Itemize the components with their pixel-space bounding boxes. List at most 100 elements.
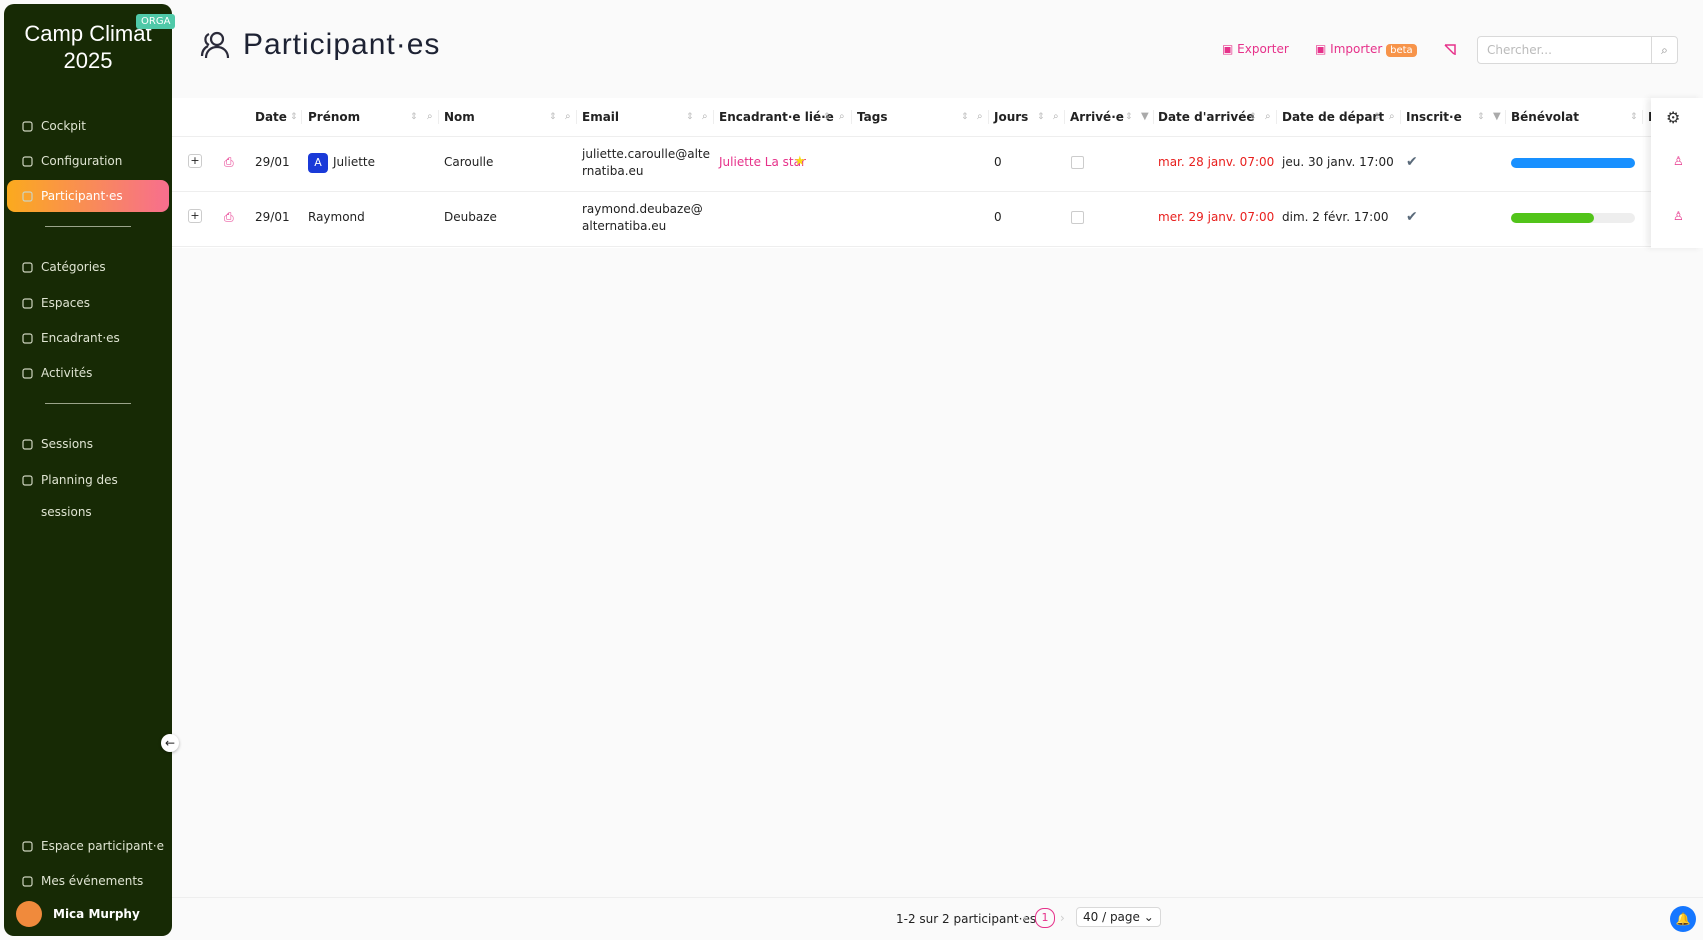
column-divider bbox=[301, 110, 302, 124]
column-header[interactable]: Bénévolat bbox=[1511, 110, 1579, 124]
column-divider bbox=[576, 110, 577, 124]
menu-item[interactable]: Activités bbox=[7, 357, 169, 389]
sort-icon[interactable]: ⇕ bbox=[686, 112, 694, 122]
column-divider bbox=[851, 110, 852, 124]
column-header[interactable]: Date de départ bbox=[1282, 110, 1385, 124]
column-divider bbox=[988, 110, 989, 124]
arrival-date: mar. 28 janv. 07:00 bbox=[1158, 155, 1275, 169]
expand-button[interactable]: + bbox=[188, 154, 202, 168]
menu-label: Configuration bbox=[41, 154, 123, 168]
menu-label: Planning des sessions bbox=[41, 473, 118, 519]
select-icon[interactable] bbox=[1443, 43, 1457, 57]
import-button[interactable]: ▣ Importer beta bbox=[1315, 42, 1417, 57]
sort-icon[interactable]: ⇕ bbox=[961, 112, 969, 122]
menu-item[interactable]: Configuration bbox=[7, 145, 169, 177]
search-input[interactable]: Chercher... bbox=[1477, 36, 1653, 64]
sort-icon[interactable]: ⇕ bbox=[290, 112, 298, 122]
sort-icon[interactable]: ⇕ bbox=[1037, 112, 1045, 122]
search-icon[interactable]: ⌕ bbox=[1265, 111, 1271, 122]
sort-icon[interactable]: ⇕ bbox=[1477, 112, 1485, 122]
departure-date: jeu. 30 janv. 17:00 bbox=[1282, 155, 1394, 169]
sort-icon[interactable]: ⇕ bbox=[410, 112, 418, 122]
sidebar: Camp Climat 2025 ORGA Cockpit Configurati… bbox=[4, 4, 176, 936]
menu-label: Activités bbox=[41, 366, 93, 380]
column-header[interactable]: Date bbox=[255, 110, 287, 124]
beta-badge: beta bbox=[1386, 44, 1417, 57]
sort-icon[interactable]: ⇕ bbox=[1630, 112, 1638, 122]
search-icon[interactable]: ⌕ bbox=[565, 111, 571, 122]
sort-icon[interactable]: ⇕ bbox=[1249, 112, 1257, 122]
menu-label: Catégories bbox=[41, 260, 106, 274]
avatar: A bbox=[308, 153, 328, 173]
checkbox[interactable] bbox=[1071, 211, 1084, 224]
person-icon[interactable]: ♙ bbox=[1673, 154, 1684, 168]
menu-item[interactable]: Participant·es bbox=[7, 180, 169, 212]
column-divider bbox=[713, 110, 714, 124]
arrival-date: mer. 29 janv. 07:00 bbox=[1158, 210, 1275, 224]
user-name[interactable]: Mica Murphy bbox=[53, 907, 140, 921]
expand-button[interactable]: + bbox=[188, 209, 202, 223]
settings-icon[interactable]: ⚙ bbox=[1666, 108, 1681, 127]
menu-item[interactable]: Sessions bbox=[7, 428, 169, 460]
search-icon[interactable]: ⌕ bbox=[977, 111, 983, 122]
column-header[interactable]: Jours bbox=[994, 110, 1029, 124]
sticky-actions: ⚙ ♙ ♙ bbox=[1651, 98, 1703, 248]
registered-check: ✔ bbox=[1406, 209, 1418, 225]
email: raymond.deubaze@alternatiba.eu bbox=[582, 202, 703, 233]
collapse-button[interactable]: ← bbox=[161, 734, 179, 752]
search-icon[interactable]: ⌕ bbox=[1389, 111, 1395, 122]
current-page[interactable]: 1 bbox=[1035, 908, 1055, 928]
notifications[interactable]: 🔔 bbox=[1670, 906, 1696, 932]
column-divider bbox=[1276, 110, 1277, 124]
next-page[interactable]: › bbox=[1060, 911, 1065, 925]
export-label: Exporter bbox=[1237, 42, 1289, 56]
search-icon[interactable]: ⌕ bbox=[839, 111, 845, 122]
pdf-icon[interactable]: ⎙ bbox=[224, 210, 234, 224]
column-header[interactable]: Arrivé·e bbox=[1070, 110, 1124, 124]
export-button[interactable]: ▣ Exporter bbox=[1222, 42, 1289, 56]
filter-icon[interactable]: ▼ bbox=[1141, 111, 1149, 122]
menu-item[interactable]: Espace participant·e bbox=[7, 830, 169, 862]
column-header[interactable]: Nom bbox=[444, 110, 475, 124]
menu-item[interactable]: Encadrant·es bbox=[7, 322, 169, 354]
column-header[interactable]: Tags bbox=[857, 110, 888, 124]
search-button[interactable]: ⌕ bbox=[1651, 36, 1678, 64]
column-header[interactable]: Date d'arrivée bbox=[1158, 110, 1255, 124]
menu-label: Encadrant·es bbox=[41, 331, 120, 345]
sort-icon[interactable]: ⇕ bbox=[549, 112, 557, 122]
person-icon[interactable]: ♙ bbox=[1673, 209, 1684, 223]
user-avatar[interactable] bbox=[16, 901, 42, 927]
table: Date ⇕ Prénom ⇕ ⌕ Nom ⇕ ⌕ Email ⇕ ⌕ Encadrant·e lié… bbox=[172, 98, 1703, 248]
days: 0 bbox=[994, 210, 1002, 224]
sort-icon[interactable]: ⇕ bbox=[1373, 112, 1381, 122]
filter-icon[interactable]: ▼ bbox=[1493, 111, 1501, 122]
column-divider bbox=[438, 110, 439, 124]
menu-label: Mes événements bbox=[41, 874, 144, 888]
menu-item[interactable]: Catégories bbox=[7, 251, 169, 283]
column-header[interactable]: Prénom bbox=[308, 110, 361, 124]
search-icon[interactable]: ⌕ bbox=[1053, 111, 1059, 122]
column-divider bbox=[1505, 110, 1506, 124]
checkbox[interactable] bbox=[1071, 156, 1084, 169]
search-icon[interactable]: ⌕ bbox=[427, 111, 433, 122]
departure-date: dim. 2 févr. 17:00 bbox=[1282, 210, 1389, 224]
column-header[interactable]: Encadrant·e lié·e bbox=[719, 110, 834, 124]
volunteering-track bbox=[1511, 158, 1635, 168]
pdf-icon[interactable]: ⎙ bbox=[224, 155, 234, 169]
sort-icon[interactable]: ⇕ bbox=[823, 112, 831, 122]
menu-item[interactable]: Planning des sessions bbox=[7, 464, 169, 519]
column-header[interactable]: Email bbox=[582, 110, 620, 124]
prev-page[interactable]: ‹ bbox=[1022, 911, 1027, 925]
search-icon[interactable]: ⌕ bbox=[702, 111, 708, 122]
date: 29/01 bbox=[255, 155, 290, 169]
row-divider bbox=[172, 246, 1703, 247]
column-header[interactable]: Inscrit·e bbox=[1406, 110, 1462, 124]
sort-icon[interactable]: ⇕ bbox=[1125, 112, 1133, 122]
menu-item[interactable]: Cockpit bbox=[7, 110, 169, 142]
menu-item[interactable]: Espaces bbox=[7, 287, 169, 319]
import-label: Importer bbox=[1330, 42, 1383, 56]
column-divider bbox=[1064, 110, 1065, 124]
page-size-select[interactable]: 40 / page ⌄ bbox=[1076, 907, 1161, 927]
menu-label: Sessions bbox=[41, 437, 94, 451]
menu-item[interactable]: Mes événements bbox=[7, 865, 169, 897]
